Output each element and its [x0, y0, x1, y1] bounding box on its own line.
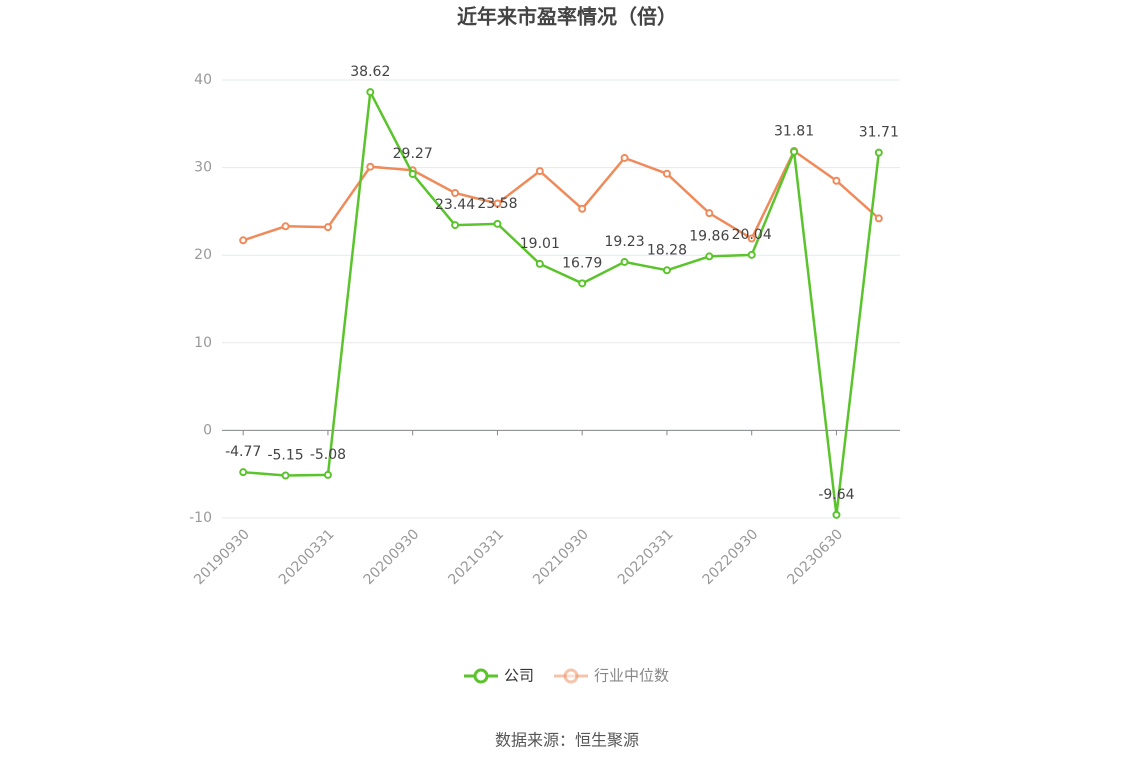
data-label: 38.62 [350, 64, 390, 80]
data-point [790, 147, 799, 156]
x-tick-label: 20200930 [361, 526, 423, 588]
legend-label: 行业中位数 [594, 667, 669, 685]
data-label: 19.01 [520, 236, 560, 252]
legend-icon [563, 668, 579, 684]
data-point [323, 223, 332, 232]
data-point [281, 471, 290, 480]
y-tick-label: 30 [194, 160, 212, 176]
data-label: 23.58 [477, 196, 517, 212]
series-line [243, 87, 881, 515]
data-label: 19.23 [605, 234, 645, 250]
data-point [451, 189, 460, 198]
data-point [493, 219, 502, 228]
data-point [662, 266, 671, 275]
y-tick-label: 40 [194, 72, 212, 88]
x-tick-label: 20220331 [615, 526, 677, 588]
data-point [451, 221, 460, 230]
data-point [535, 259, 544, 268]
chart-title: 近年来市盈率情况（倍） [457, 5, 677, 29]
x-tick-label: 20210930 [530, 526, 592, 588]
data-point [747, 234, 756, 243]
data-point [874, 214, 883, 223]
data-point [535, 167, 544, 176]
legend-icon [473, 668, 489, 684]
data-label: -5.15 [267, 448, 303, 464]
data-label: 23.44 [435, 197, 475, 213]
data-point [705, 252, 714, 261]
data-point [620, 153, 629, 162]
data-point [493, 199, 502, 208]
data-point [620, 257, 629, 266]
data-point [578, 204, 587, 213]
data-point [747, 250, 756, 259]
data-point [323, 470, 332, 479]
data-point [239, 236, 248, 245]
data-point [281, 222, 290, 231]
legend-label: 公司 [504, 667, 534, 685]
data-label: 20.04 [732, 227, 772, 243]
data-point [832, 176, 841, 185]
x-tick-label: 20200331 [276, 526, 338, 588]
data-point [705, 209, 714, 218]
x-tick-label: 20230630 [784, 526, 846, 588]
data-point [366, 162, 375, 171]
data-label: 31.81 [774, 124, 814, 140]
x-tick-label: 20210331 [445, 526, 507, 588]
data-label: 29.27 [393, 146, 433, 162]
y-tick-label: 0 [203, 422, 212, 438]
y-tick-label: -10 [189, 510, 212, 526]
data-point [578, 279, 587, 288]
data-label: 19.86 [689, 228, 729, 244]
x-tick-label: 20220930 [700, 526, 762, 588]
y-tick-label: 10 [194, 335, 212, 351]
data-point [662, 169, 671, 178]
data-point [874, 148, 883, 157]
data-label: 31.71 [859, 125, 899, 141]
series-line [242, 149, 880, 242]
data-label: -5.08 [310, 447, 346, 463]
x-tick-label: 20190930 [191, 526, 253, 588]
data-label: -9.64 [818, 487, 854, 503]
data-label: 18.28 [647, 242, 687, 258]
source-note: 数据来源：恒生聚源 [495, 731, 639, 750]
data-point [832, 510, 841, 519]
data-point [239, 468, 248, 477]
y-tick-label: 20 [194, 247, 212, 263]
data-point [408, 169, 417, 178]
data-label: -4.77 [225, 444, 261, 460]
data-point [366, 88, 375, 97]
data-label: 16.79 [562, 255, 602, 271]
